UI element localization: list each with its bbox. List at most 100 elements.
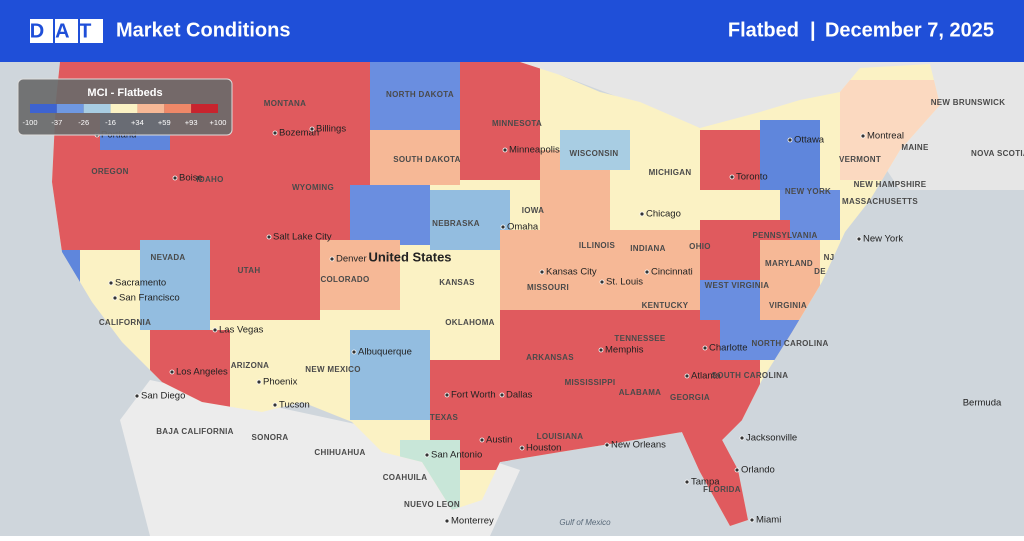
city-dot — [639, 211, 645, 217]
city-dot — [739, 435, 745, 441]
city-dot — [272, 130, 278, 136]
state-label: MONTANA — [264, 99, 306, 108]
city-dot — [860, 133, 866, 139]
city-dot — [351, 349, 357, 355]
state-label: NEW HAMPSHIRE — [854, 180, 927, 189]
state-label: IOWA — [522, 206, 545, 215]
city-label: Montreal — [867, 131, 904, 142]
city-label: Orlando — [741, 465, 775, 476]
city-dot — [499, 392, 505, 398]
city-dot — [502, 147, 508, 153]
city-label: Denver — [336, 254, 367, 265]
city-label: Chicago — [646, 209, 681, 220]
city-dot — [108, 280, 114, 286]
city-label: San Francisco — [119, 293, 180, 304]
city-dot — [598, 347, 604, 353]
city-dot — [172, 175, 178, 181]
city-label: Albuquerque — [358, 347, 412, 358]
state-label: TENNESSEE — [614, 334, 666, 343]
city-dot — [734, 467, 740, 473]
city-label: Sacramento — [115, 278, 166, 289]
state-label: NEW MEXICO — [305, 365, 360, 374]
state-label: LOUISIANA — [537, 432, 584, 441]
state-label: NORTH CAROLINA — [751, 339, 828, 348]
state-label: ARIZONA — [231, 361, 270, 370]
state-label: INDIANA — [630, 244, 665, 253]
city-dot — [424, 452, 430, 458]
city-dot — [479, 437, 485, 443]
title: Market Conditions — [116, 19, 290, 41]
state-label: MISSISSIPPI — [565, 378, 616, 387]
state-label: MASSACHUSETTS — [842, 197, 918, 206]
city-label: Fort Worth — [451, 390, 496, 401]
city-label: New York — [863, 234, 903, 245]
city-label: New Orleans — [611, 440, 666, 451]
state-label: OHIO — [689, 242, 711, 251]
state-label: NORTH DAKOTA — [386, 90, 454, 99]
legend-tick: -16 — [105, 118, 116, 127]
legend-swatch — [83, 104, 111, 113]
state-label: BAJA CALIFORNIA — [156, 427, 234, 436]
separator: | — [810, 19, 816, 41]
legend-swatch — [164, 104, 192, 113]
legend-tick: +93 — [185, 118, 198, 127]
city-label: St. Louis — [606, 277, 643, 288]
city-label: Kansas City — [546, 267, 597, 278]
legend-tick: +59 — [158, 118, 171, 127]
state-label: SOUTH DAKOTA — [393, 155, 460, 164]
state-label: GEORGIA — [670, 393, 710, 402]
city-dot — [519, 445, 525, 451]
legend-swatch — [110, 104, 138, 113]
city-dot — [444, 392, 450, 398]
state-label: COAHUILA — [383, 473, 428, 482]
logo-box — [30, 19, 53, 43]
state-label: SOUTH CAROLINA — [712, 371, 789, 380]
city-dot — [539, 269, 545, 275]
state-label: COLORADO — [320, 275, 369, 284]
legend-swatch — [30, 104, 57, 113]
city-label: Ottawa — [794, 135, 825, 146]
mexico — [120, 380, 520, 536]
state-label: OREGON — [91, 167, 128, 176]
city-dot — [644, 269, 650, 275]
state-label: MARYLAND — [765, 259, 813, 268]
state-label: CHIHUAHUA — [314, 448, 365, 457]
state-label: ARKANSAS — [526, 353, 574, 362]
city-dot — [500, 224, 506, 230]
city-dot — [749, 517, 755, 523]
city-label: Bermuda — [963, 398, 1002, 409]
city-label: Charlotte — [709, 343, 748, 354]
city-dot — [272, 402, 278, 408]
city-dot — [729, 174, 735, 180]
state-label: NEBRASKA — [432, 219, 480, 228]
city-dot — [212, 327, 218, 333]
city-dot — [599, 279, 605, 285]
state-label: WISCONSIN — [570, 149, 619, 158]
city-dot — [169, 369, 175, 375]
state-label: DE — [814, 267, 826, 276]
city-label: Bozeman — [279, 128, 319, 139]
state-label: ILLINOIS — [579, 241, 616, 250]
state-label: NEW YORK — [785, 187, 831, 196]
city-label: Austin — [486, 435, 512, 446]
legend-tick: -26 — [78, 118, 89, 127]
state-label: CALIFORNIA — [99, 318, 151, 327]
city-label: Phoenix — [263, 377, 298, 388]
state-label: TEXAS — [430, 413, 459, 422]
state-label: NJ — [824, 253, 835, 262]
legend-title: MCI - Flatbeds — [87, 87, 162, 99]
city-dot — [787, 137, 793, 143]
city-dot — [702, 345, 708, 351]
logo: DAT — [30, 20, 103, 42]
city-dot — [444, 518, 450, 524]
state-label: MINNESOTA — [492, 119, 542, 128]
city-label: Tampa — [691, 477, 720, 488]
state-label: KENTUCKY — [642, 301, 689, 310]
state-label: NUEVO LEON — [404, 500, 460, 509]
country-label: United States — [368, 249, 451, 264]
city-dot — [112, 295, 118, 301]
state-label: MISSOURI — [527, 283, 569, 292]
legend-tick: +34 — [131, 118, 144, 127]
city-dot — [856, 236, 862, 242]
city-dot — [256, 379, 262, 385]
